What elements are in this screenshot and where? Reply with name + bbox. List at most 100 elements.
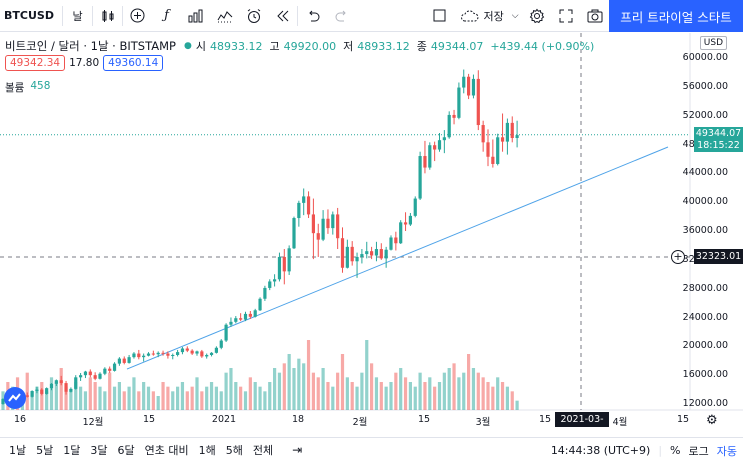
go-to-date-icon[interactable]: ⇥: [292, 443, 303, 457]
ask-price-box[interactable]: 49360.14: [103, 55, 164, 71]
undo-icon[interactable]: [298, 0, 327, 32]
candle-body: [437, 140, 442, 150]
alert-clock-icon[interactable]: [239, 0, 268, 32]
date-range-list: 1날 5날 1달 3달 6달 연초 대비 1해 5해 전체: [0, 442, 278, 458]
candle-body: [384, 249, 388, 259]
auto-toggle[interactable]: 자동: [716, 444, 737, 458]
volume-bar: [209, 382, 214, 410]
range-button[interactable]: 1해: [198, 444, 216, 457]
range-button[interactable]: 6달: [117, 444, 135, 457]
candle-body: [214, 347, 218, 353]
chart-pane[interactable]: [0, 33, 743, 437]
replay-icon[interactable]: [268, 0, 297, 32]
compare-add-icon[interactable]: [123, 0, 152, 32]
candle-body: [297, 202, 301, 219]
range-button[interactable]: 3달: [90, 444, 108, 457]
volume-bar: [476, 372, 480, 410]
save-button[interactable]: 저장 ⌵: [454, 0, 526, 32]
camera-icon[interactable]: [580, 0, 609, 32]
candle-body: [491, 156, 495, 164]
range-button[interactable]: 연초 대비: [144, 444, 189, 457]
candle-style-icon[interactable]: [93, 0, 122, 32]
volume-bar: [423, 382, 427, 410]
volume-bar: [311, 372, 315, 410]
volume-bar: [74, 382, 78, 410]
fullscreen-icon[interactable]: [551, 0, 580, 32]
volume-bar: [146, 386, 151, 410]
candle-body: [195, 351, 199, 354]
templates-icon[interactable]: [210, 0, 239, 32]
range-button[interactable]: 5날: [36, 444, 54, 457]
open-value: 48933.12: [209, 39, 263, 53]
candle-body: [467, 76, 471, 96]
candle-body: [59, 380, 63, 384]
price-tick-label: 52000.00: [682, 109, 728, 121]
candle-body: [408, 215, 412, 225]
high-label: 고: [269, 40, 280, 53]
price-tick-label: 44000.00: [682, 167, 728, 179]
axis-settings-gear-icon[interactable]: ⚙: [706, 413, 718, 428]
currency-badge[interactable]: USD: [699, 36, 727, 50]
volume-bar: [176, 386, 180, 410]
volume-bar: [287, 354, 291, 410]
volume-bar: [253, 382, 257, 410]
candle-body: [263, 287, 267, 299]
volume-bar: [142, 382, 146, 410]
clock-timezone[interactable]: 14:44:38 (UTC+9): [550, 444, 651, 457]
redo-icon[interactable]: [327, 0, 356, 32]
free-trial-button[interactable]: 프리 트라이얼 스타트: [609, 0, 743, 32]
candle-body: [268, 281, 272, 288]
volume-bar: [83, 391, 88, 410]
bid-price-box[interactable]: 49342.34: [5, 55, 66, 71]
range-button[interactable]: 1달: [63, 444, 81, 457]
candle-body: [505, 122, 509, 142]
price-chart[interactable]: [0, 33, 743, 437]
candle-body: [277, 256, 282, 280]
time-tick-label: 15: [417, 414, 431, 425]
interval-button[interactable]: 날: [72, 9, 83, 23]
candle-body: [423, 156, 427, 168]
range-button[interactable]: 5해: [225, 444, 243, 457]
candle-body: [379, 249, 383, 259]
percent-toggle[interactable]: %: [670, 444, 681, 457]
indicators-icon[interactable]: ƒ: [152, 0, 181, 32]
volume-bar: [258, 386, 262, 410]
volume-bar: [117, 382, 121, 410]
crosshair-plus-icon[interactable]: +: [671, 250, 685, 264]
range-button[interactable]: 전체: [252, 444, 274, 457]
candle-body: [25, 395, 29, 397]
candle-body: [74, 377, 78, 389]
log-toggle[interactable]: 로그: [688, 444, 709, 458]
countdown-value: 18:15:22: [697, 140, 740, 151]
volume-bar: [205, 386, 209, 410]
volume-bar: [452, 363, 456, 410]
volume-bar: [500, 382, 505, 410]
candle-body: [112, 363, 117, 371]
volume-bar: [442, 372, 446, 410]
layout-square-icon[interactable]: [426, 0, 452, 32]
candle-body: [127, 357, 131, 363]
candle-body: [399, 222, 403, 244]
volume-bar: [45, 391, 49, 410]
gear-icon[interactable]: [522, 0, 551, 32]
open-label: 시: [195, 40, 206, 53]
volume-bar: [399, 368, 403, 410]
candle-body: [389, 237, 393, 250]
candle-body: [496, 137, 500, 164]
price-tick-label: 56000.00: [682, 80, 728, 92]
volume-bar: [433, 386, 437, 410]
volume-bar: [370, 363, 374, 410]
tradingview-logo-icon[interactable]: [4, 387, 26, 409]
range-button[interactable]: 1날: [9, 444, 27, 457]
candle-body: [248, 313, 252, 317]
symbol-search-button[interactable]: BTCUSD: [4, 9, 54, 22]
volume-bar: [403, 377, 408, 410]
candle-body: [273, 279, 277, 282]
symbol-title[interactable]: 비트코인 / 달러 · 1날 · BITSTAMP: [5, 39, 176, 53]
volume-label[interactable]: 볼륨: [5, 82, 25, 94]
financials-icon[interactable]: [181, 0, 210, 32]
volume-bar: [413, 386, 417, 410]
candle-body: [433, 145, 437, 150]
top-toolbar: BTCUSD 날 ƒ 저장 ⌵ 프리 트라이: [0, 0, 743, 32]
volume-bar: [457, 377, 461, 410]
